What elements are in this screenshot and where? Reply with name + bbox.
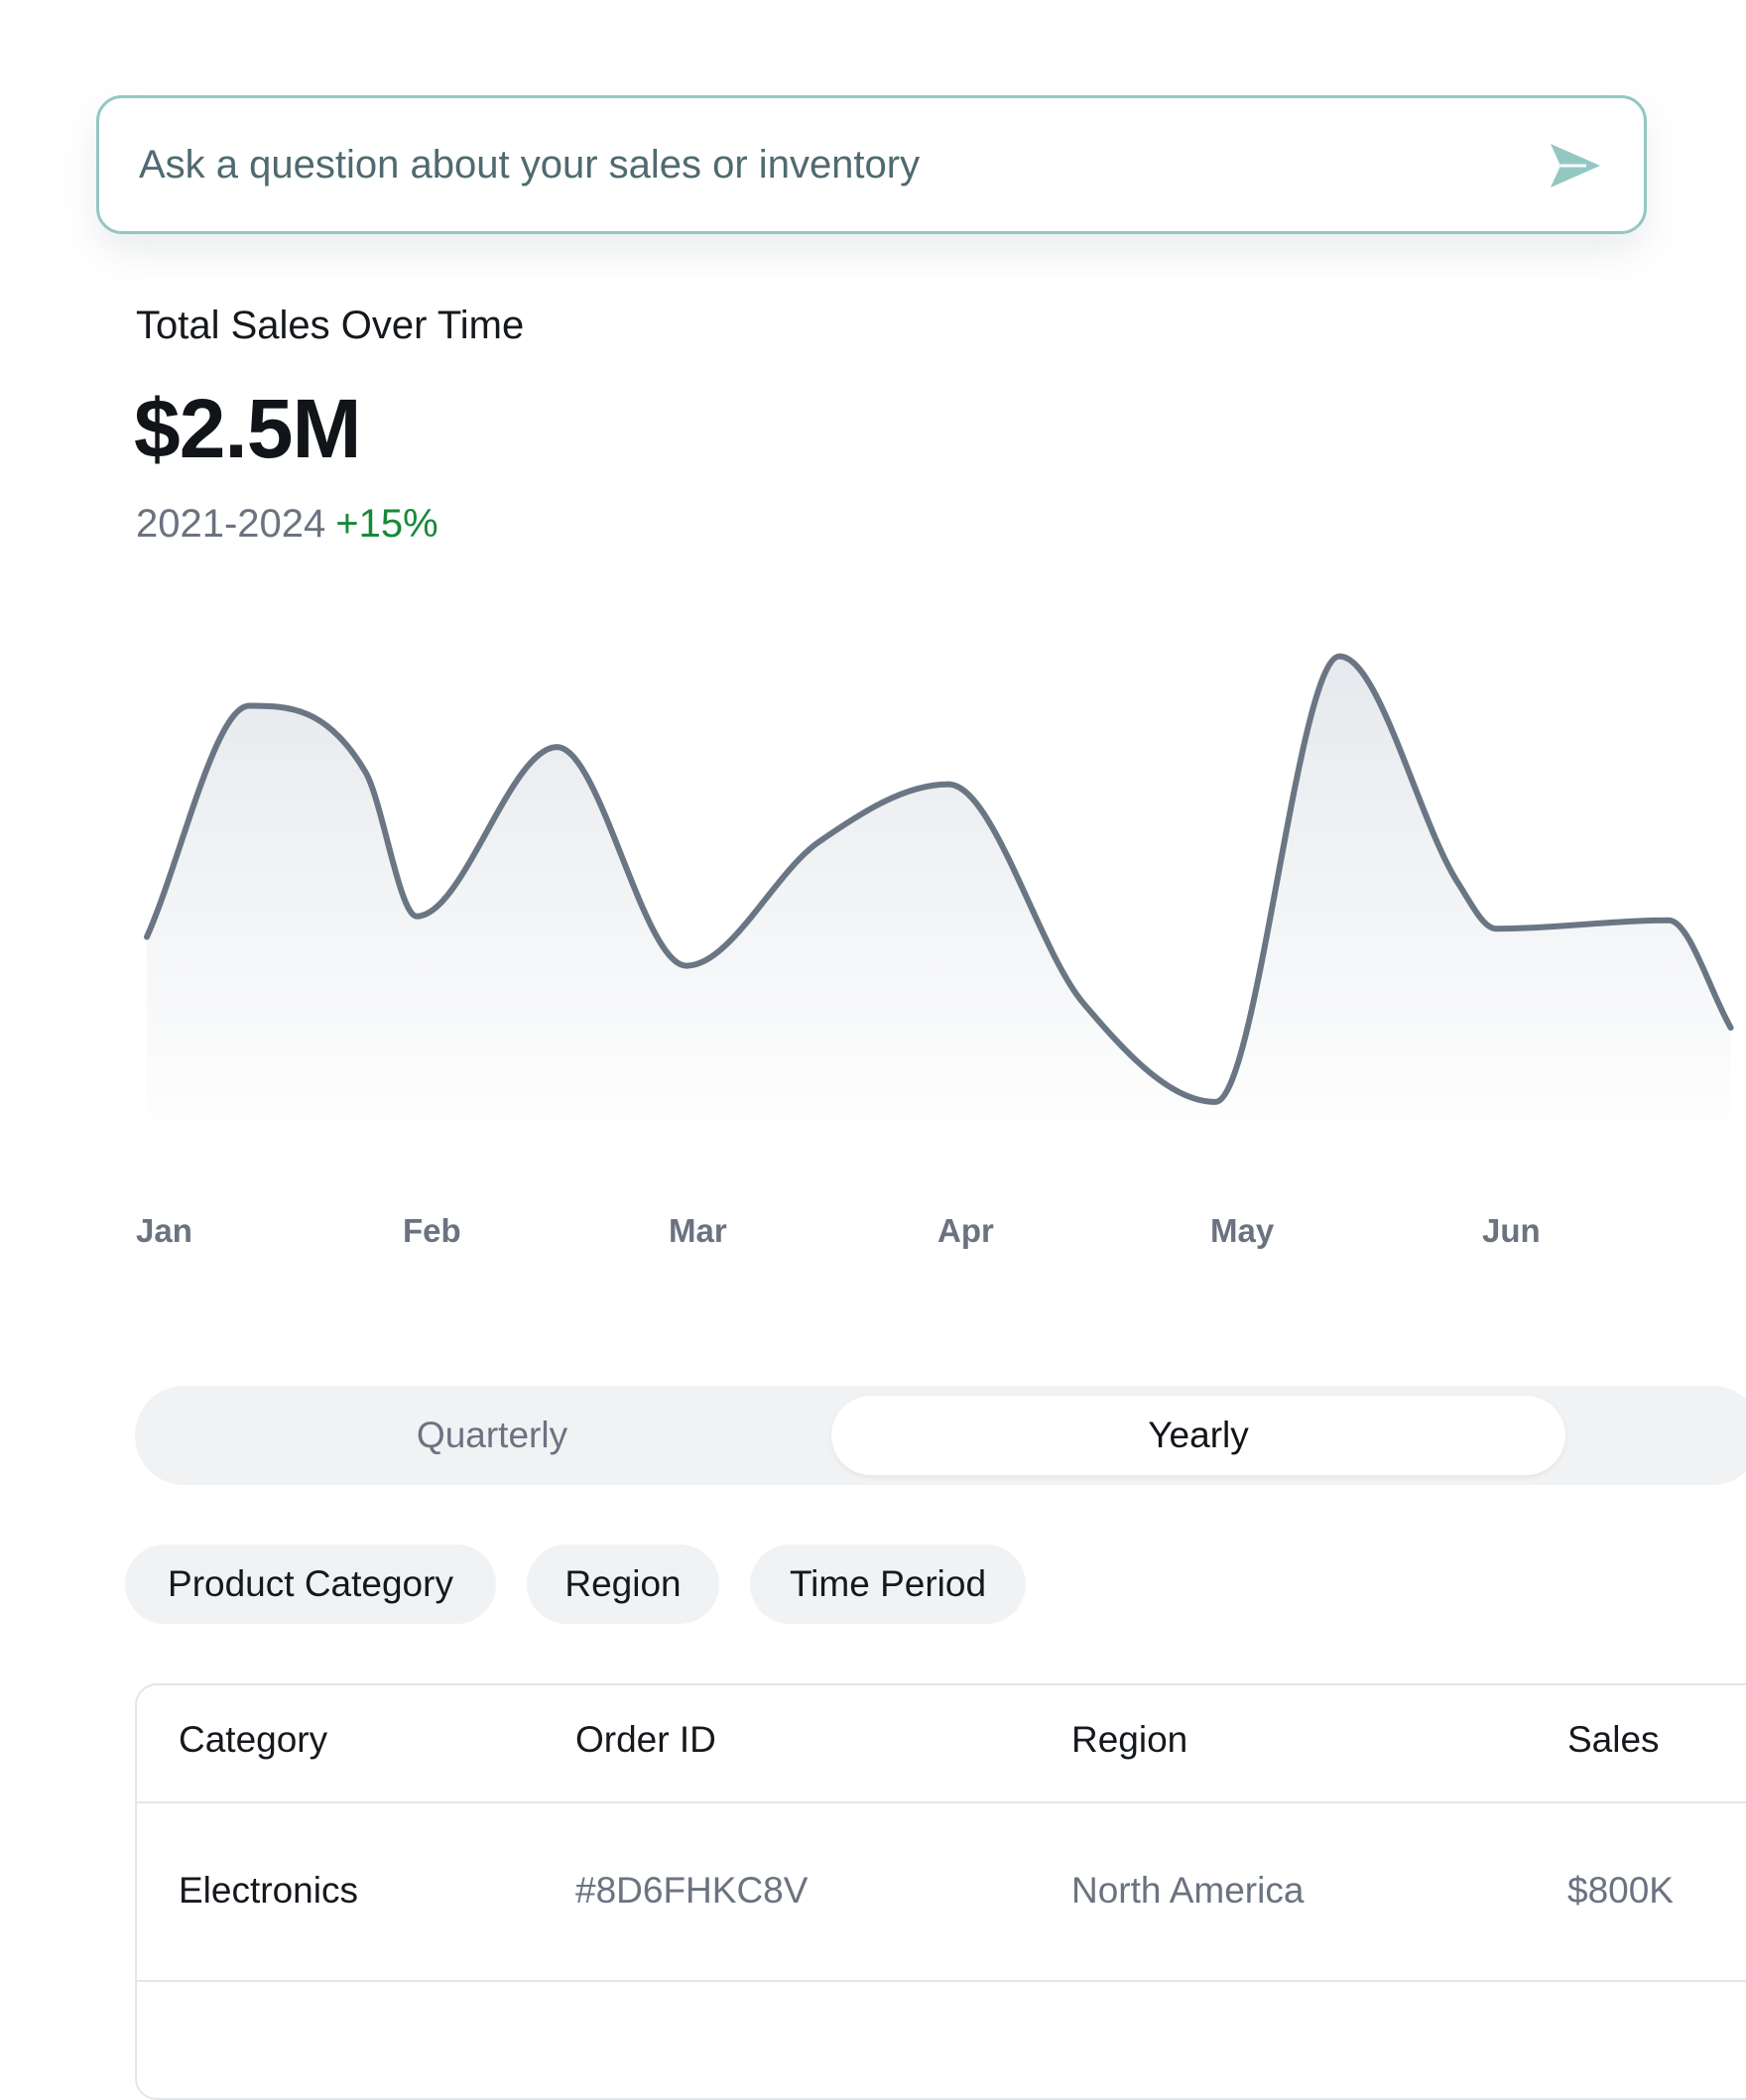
cell-sales: $800K	[1567, 1870, 1674, 1911]
growth-badge: +15%	[335, 502, 438, 546]
column-header-region[interactable]: Region	[1071, 1719, 1188, 1760]
search-input[interactable]	[139, 98, 1508, 231]
header-divider	[137, 1801, 1746, 1803]
filter-time-period[interactable]: Time Period	[750, 1544, 1026, 1624]
cell-category: Electronics	[179, 1870, 358, 1911]
sales-area	[147, 656, 1731, 1151]
period-range: 2021-2024	[136, 502, 326, 546]
filter-product-category[interactable]: Product Category	[125, 1544, 496, 1624]
column-header-sales[interactable]: Sales	[1567, 1719, 1660, 1760]
column-header-order-id[interactable]: Order ID	[575, 1719, 716, 1760]
sales-table: Category Order ID Region Sales Electroni…	[135, 1683, 1746, 2100]
search-bar[interactable]	[96, 95, 1647, 234]
x-tick-label-apr: Apr	[937, 1212, 994, 1249]
cell-order-id: #8D6FHKC8V	[575, 1870, 809, 1911]
sales-line	[144, 653, 1734, 1105]
period-summary: 2021-2024 +15%	[136, 502, 438, 547]
filter-region[interactable]: Region	[527, 1544, 719, 1624]
toggle-quarterly[interactable]: Quarterly	[416, 1415, 568, 1455]
sales-area-chart: Jan Feb Mar Apr May Jun	[136, 653, 1734, 1249]
x-tick-label-feb: Feb	[403, 1212, 461, 1249]
send-arrow-icon	[1551, 144, 1600, 187]
row-divider	[137, 1980, 1746, 1982]
chart-title: Total Sales Over Time	[136, 304, 525, 347]
total-sales-value: $2.5M	[134, 382, 361, 475]
x-tick-label-jun: Jun	[1482, 1212, 1541, 1249]
x-axis-labels: Jan Feb Mar Apr May Jun	[136, 1212, 1541, 1249]
send-button[interactable]	[1545, 136, 1604, 195]
x-tick-label-mar: Mar	[669, 1212, 727, 1249]
period-toggle: Quarterly Yearly	[135, 1386, 1746, 1485]
x-tick-label-may: May	[1210, 1212, 1275, 1249]
column-header-category[interactable]: Category	[179, 1719, 328, 1760]
cell-region: North America	[1071, 1870, 1305, 1911]
x-tick-label-jan: Jan	[136, 1212, 192, 1249]
toggle-yearly[interactable]: Yearly	[831, 1396, 1565, 1475]
